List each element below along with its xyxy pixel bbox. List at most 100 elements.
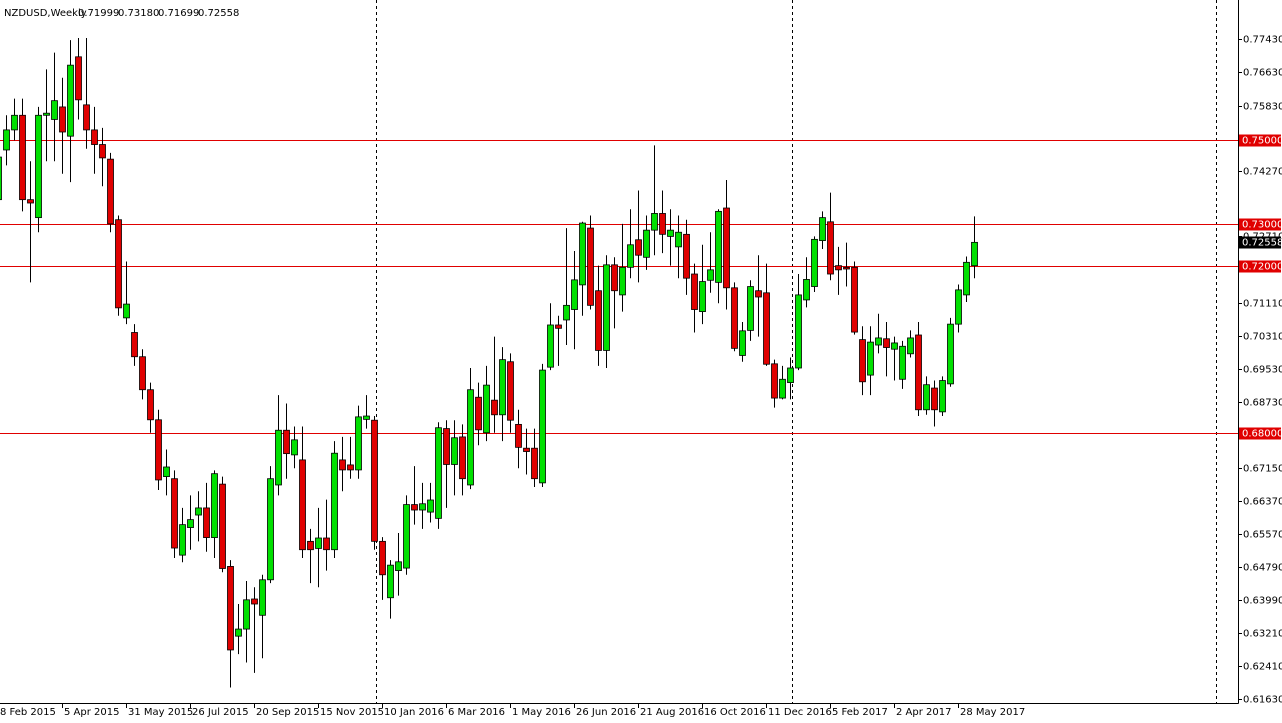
candle-body <box>963 261 970 296</box>
candle-body <box>603 264 610 351</box>
y-tick-label: 0.69530 <box>1243 365 1282 376</box>
y-tick-label: 0.62410 <box>1243 662 1282 673</box>
x-tick-label: 26 Jul 2015 <box>192 707 249 718</box>
candle-body <box>531 447 538 480</box>
x-tick-label: 16 Oct 2016 <box>704 707 766 718</box>
candle-body <box>931 387 938 411</box>
candle-body <box>859 339 866 383</box>
candle-body <box>451 437 458 465</box>
level-label: 0.73000 <box>1242 220 1282 231</box>
y-tick-label: 0.77430 <box>1243 35 1282 46</box>
candle-body <box>11 114 18 131</box>
candle-body <box>483 384 490 434</box>
candle-body <box>219 483 226 569</box>
candle-body <box>139 356 146 391</box>
candle-body <box>467 389 474 486</box>
candle-body <box>659 213 666 235</box>
quote-value: 0.72558 <box>198 8 239 19</box>
candle-body <box>243 599 250 630</box>
candle-body <box>283 429 290 455</box>
x-tick-label: 6 Mar 2016 <box>448 707 505 718</box>
candle-body <box>731 287 738 349</box>
candle-body <box>843 266 850 270</box>
candle-body <box>203 507 210 538</box>
candle-body <box>475 396 482 431</box>
level-label: 0.72000 <box>1242 262 1282 273</box>
candle-body <box>883 338 890 348</box>
price-label-box <box>1239 236 1281 249</box>
candle-body <box>51 100 58 120</box>
candle-body <box>155 419 162 481</box>
candle-body <box>267 478 274 581</box>
candle-body <box>795 294 802 369</box>
price-label: 0.72558 <box>1242 238 1282 249</box>
x-tick-label: 1 May 2016 <box>512 707 571 718</box>
candle-body <box>419 503 426 511</box>
candle-body <box>579 222 586 286</box>
candle-body <box>427 499 434 513</box>
candle-body <box>827 221 834 275</box>
candle-body <box>955 289 962 325</box>
candle-body <box>907 337 914 355</box>
level-label-box <box>1239 134 1281 147</box>
candle-body <box>915 334 922 411</box>
x-tick-label: 15 Nov 2015 <box>320 707 384 718</box>
candle-body <box>971 241 978 267</box>
axes: 0.774300.766300.758300.742700.727100.711… <box>0 35 1282 719</box>
candle-body <box>323 537 330 551</box>
candle-body <box>99 144 106 159</box>
candle-body <box>939 380 946 413</box>
candle-body <box>811 238 818 287</box>
candle-body <box>723 207 730 289</box>
candle-body <box>115 219 122 309</box>
candles <box>0 38 978 688</box>
candle-body <box>835 265 842 271</box>
candle-body <box>443 428 450 465</box>
candle-body <box>259 579 266 616</box>
candle-body <box>363 415 370 420</box>
candle-body <box>0 156 2 201</box>
y-tick-label: 0.63990 <box>1243 596 1282 607</box>
y-tick-label: 0.68730 <box>1243 398 1282 409</box>
y-tick-label: 0.63210 <box>1243 629 1282 640</box>
candle-body <box>387 564 394 599</box>
candle-body <box>691 273 698 310</box>
candle-body <box>307 540 314 551</box>
candle-body <box>195 507 202 516</box>
candle-body <box>75 56 82 101</box>
candle-body <box>683 233 690 279</box>
candle-body <box>347 464 354 471</box>
x-tick-label: 26 Jun 2016 <box>576 707 636 718</box>
candle-body <box>403 504 410 569</box>
quote-value: 0.71999 <box>78 8 119 19</box>
candle-body <box>675 231 682 248</box>
candle-body <box>643 229 650 258</box>
x-tick-label: 11 Dec 2016 <box>768 707 832 718</box>
x-tick-label: 31 May 2015 <box>128 707 193 718</box>
candle-body <box>147 389 154 421</box>
candle-body <box>211 473 218 538</box>
x-tick-label: 10 Jan 2016 <box>384 707 444 718</box>
candle-body <box>515 423 522 448</box>
candle-body <box>523 447 530 452</box>
candle-body <box>819 217 826 241</box>
candle-body <box>587 227 594 306</box>
candle-body <box>539 369 546 484</box>
candle-body <box>571 279 578 310</box>
candle-body <box>299 459 306 551</box>
levels <box>0 140 1238 434</box>
candle-body <box>635 239 642 256</box>
candle-body <box>619 266 626 296</box>
candle-body <box>563 304 570 321</box>
candle-body <box>379 540 386 576</box>
candle-body <box>755 290 762 298</box>
y-tick-label: 0.65570 <box>1243 530 1282 541</box>
candle-body <box>3 129 10 151</box>
candle-body <box>715 210 722 283</box>
candle-body <box>19 114 26 201</box>
candle-body <box>771 363 778 399</box>
candle-body <box>459 436 466 480</box>
candle-body <box>891 342 898 350</box>
